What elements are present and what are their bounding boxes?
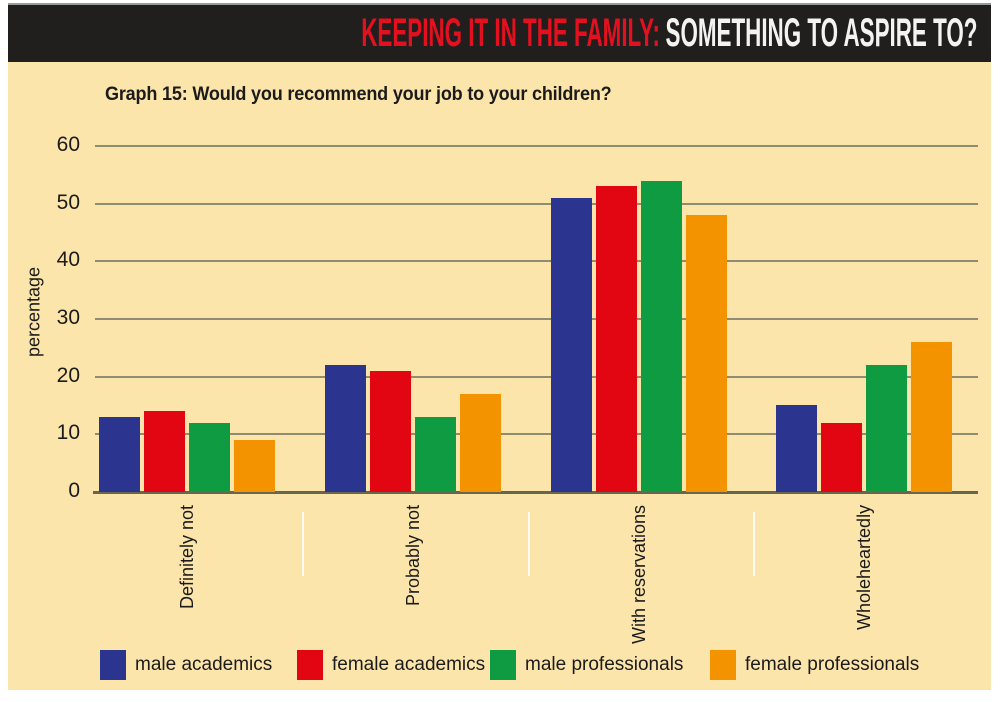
bar-female-professionals-4 <box>911 342 952 492</box>
bar-male-professionals-4 <box>866 365 907 492</box>
legend-label: male professionals <box>525 654 684 675</box>
legend-item-female-professionals: female professionals <box>710 650 919 680</box>
legend-label: male academics <box>135 654 273 675</box>
legend: male academics female academics male profe… <box>8 62 991 690</box>
chart-panel: Graph 15: Would you recommend your job t… <box>8 62 991 690</box>
header-bar: KEEPING IT IN THE FAMILY: SOMETHING TO AS… <box>8 3 991 62</box>
bar-male-professionals-2 <box>415 417 456 492</box>
bar-male-professionals-3 <box>641 181 682 492</box>
legend-swatch <box>100 650 126 680</box>
legend-item-male-professionals: male professionals <box>490 650 683 680</box>
bar-female-professionals-3 <box>686 215 727 492</box>
y-tick-label-10: 10 <box>56 421 80 444</box>
bar-male-academics-4 <box>776 405 817 492</box>
y-tick-label-30: 30 <box>56 306 80 329</box>
header-title: KEEPING IT IN THE FAMILY: SOMETHING TO AS… <box>361 11 977 56</box>
axis-baseline <box>93 491 978 494</box>
bar-female-academics-4 <box>821 423 862 492</box>
y-tick-label-60: 60 <box>56 133 80 156</box>
bar-male-academics-1 <box>99 417 140 492</box>
legend-label: female professionals <box>745 654 920 675</box>
bar-female-academics-1 <box>144 411 185 492</box>
gridline-60 <box>95 145 978 147</box>
bar-female-professionals-2 <box>460 394 501 492</box>
bar-female-academics-3 <box>596 186 637 492</box>
gridline-50 <box>95 203 978 205</box>
chart-title: Graph 15: Would you recommend your job t… <box>105 84 612 105</box>
bar-male-academics-3 <box>551 198 592 492</box>
gridline-20 <box>95 376 978 378</box>
legend-swatch <box>710 650 736 680</box>
y-tick-label-50: 50 <box>56 191 80 214</box>
gridline-40 <box>95 260 978 262</box>
legend-item-female-academics: female academics <box>297 650 485 680</box>
legend-swatch <box>490 650 516 680</box>
category-separator-tick-3 <box>753 512 755 576</box>
y-tick-label-0: 0 <box>68 479 80 502</box>
gridline-30 <box>95 318 978 320</box>
category-separator-tick-1 <box>302 512 304 576</box>
header-title-rest: SOMETHING TO ASPIRE TO? <box>665 11 977 55</box>
category-separator-tick-2 <box>528 512 530 576</box>
y-tick-label-20: 20 <box>56 364 80 387</box>
legend-swatch <box>297 650 323 680</box>
y-tick-label-40: 40 <box>56 248 80 271</box>
bar-female-academics-2 <box>370 371 411 492</box>
bar-male-professionals-1 <box>189 423 230 492</box>
gridline-10 <box>95 433 978 435</box>
plot-area: 0 10 20 30 40 50 60 Definitely not Probably not W… <box>8 62 991 690</box>
bar-female-professionals-1 <box>234 440 275 492</box>
legend-label: female academics <box>332 654 486 675</box>
bar-male-academics-2 <box>325 365 366 492</box>
legend-item-male-academics: male academics <box>100 650 272 680</box>
header-title-emphasis: KEEPING IT IN THE FAMILY: <box>360 11 660 55</box>
